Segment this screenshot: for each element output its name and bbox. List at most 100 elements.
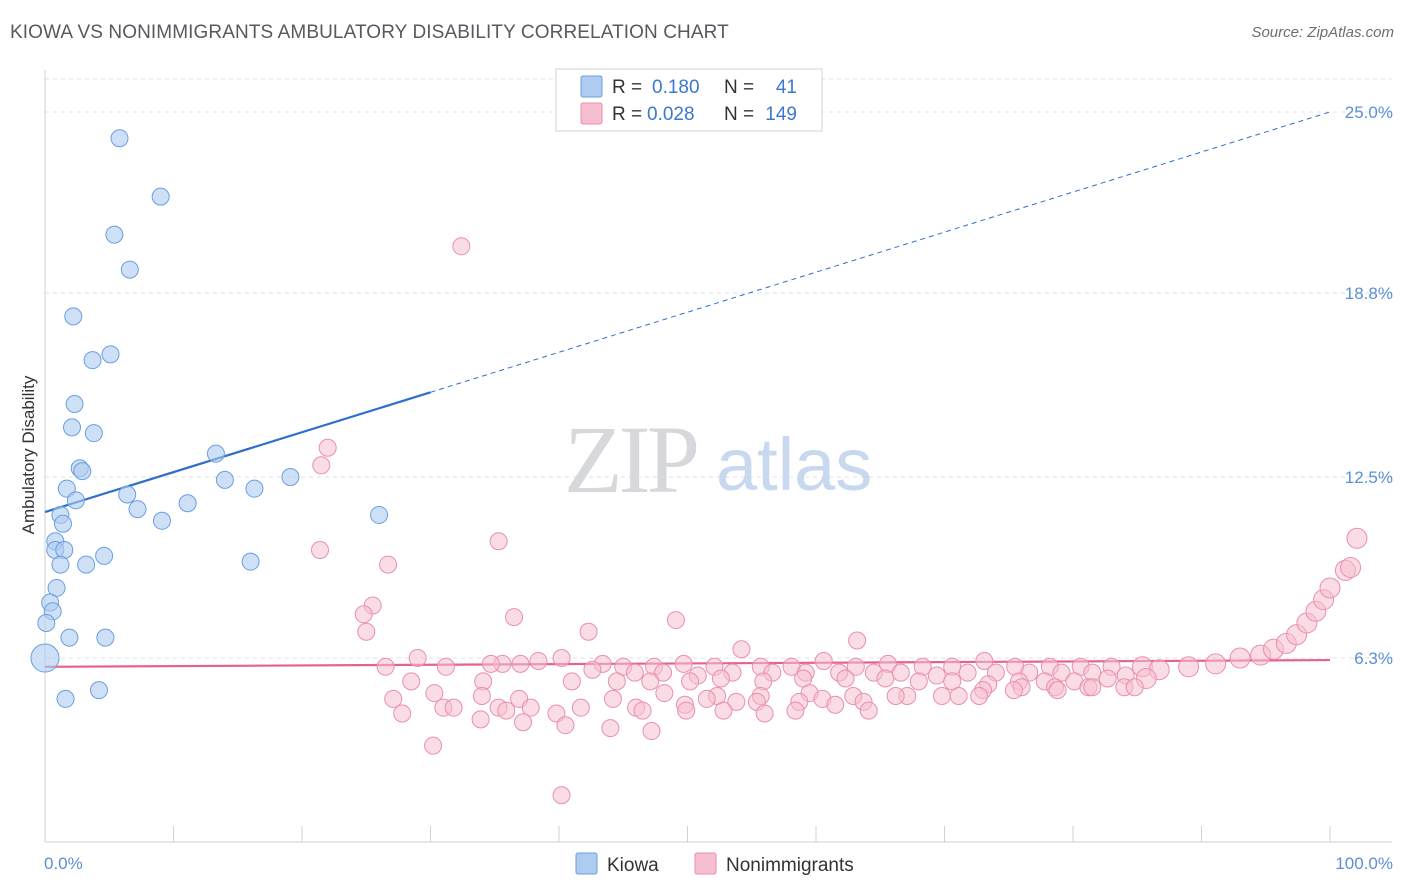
nonimmigrants-point (1083, 678, 1102, 697)
nonimmigrants-point (814, 651, 833, 670)
nonimmigrants-point (633, 701, 652, 720)
bottom-legend-kiowa: Kiowa (607, 855, 659, 876)
nonimmigrants-point (511, 654, 530, 673)
kiowa-point (66, 491, 85, 510)
nonimmigrants-point (932, 686, 951, 705)
nonimmigrants-point (909, 672, 928, 691)
nonimmigrants-point (601, 719, 620, 738)
nonimmigrants-point (312, 456, 331, 475)
nonimmigrants-point (654, 663, 673, 682)
nonimmigrants-point (402, 672, 421, 691)
nonimmigrants-point (408, 649, 427, 668)
nonimmigrants-point (655, 684, 674, 703)
nonimmigrants-point (1346, 527, 1368, 549)
nonimmigrants-point (642, 722, 661, 741)
nonimmigrants-point (1004, 681, 1023, 700)
kiowa-point (89, 681, 108, 700)
kiowa-point (77, 555, 96, 574)
nonimmigrants-point (481, 654, 500, 673)
nonimmigrants-point (393, 704, 412, 723)
kiowa-point (60, 628, 79, 647)
nonimmigrants-point (697, 689, 716, 708)
kiowa-point (73, 462, 92, 481)
legend-non-n-label: N = (724, 104, 754, 125)
nonimmigrants-point (681, 672, 700, 691)
nonimmigrants-point (1319, 577, 1341, 599)
nonimmigrants-point (1340, 557, 1362, 579)
kiowa-point (30, 643, 60, 673)
kiowa-point (241, 552, 260, 571)
kiowa-point (206, 444, 225, 463)
kiowa-point (37, 613, 56, 632)
nonimmigrants-point (1229, 647, 1251, 669)
nonimmigrants-point (376, 657, 395, 676)
legend-swatch-nonimmigrants (580, 102, 603, 125)
kiowa-point (64, 307, 83, 326)
nonimmigrants-point (970, 686, 989, 705)
nonimmigrants-point (836, 669, 855, 688)
nonimmigrants-point (727, 692, 746, 711)
nonimmigrants-point (1125, 678, 1144, 697)
kiowa-point (178, 494, 197, 513)
nonimmigrants-point (425, 684, 444, 703)
watermark: ZIP atlas (564, 406, 872, 513)
kiowa-point (105, 225, 124, 244)
nonimmigrants-point (514, 713, 533, 732)
y-tick-label: 12.5% (1345, 468, 1393, 487)
kiowa-point (281, 467, 300, 486)
nonimmigrants-point (497, 701, 516, 720)
watermark-zip: ZIP (564, 406, 697, 513)
nonimmigrants-point (489, 532, 508, 551)
nonimmigrants-point (444, 698, 463, 717)
kiowa-point (152, 511, 171, 530)
x-tick-label-max: 100.0% (1335, 854, 1393, 873)
nonimmigrants-point (846, 657, 865, 676)
nonimmigrants-point (848, 631, 867, 650)
bottom-legend: Kiowa Nonimmigrants (575, 852, 854, 876)
nonimmigrants-point (641, 672, 660, 691)
y-tick-label: 25.0% (1345, 103, 1393, 122)
source-label: Source: ZipAtlas.com (1251, 24, 1394, 41)
bottom-legend-swatch-kiowa (575, 852, 598, 875)
legend-swatch-kiowa (580, 75, 603, 98)
nonimmigrants-point (379, 555, 398, 574)
nonimmigrants-point (755, 704, 774, 723)
y-tick-label: 6.3% (1354, 649, 1393, 668)
nonimmigrants-point (357, 622, 376, 641)
nonimmigrants-point (786, 701, 805, 720)
grid-lines (45, 78, 1392, 659)
kiowa-point (96, 628, 115, 647)
nonimmigrants-point (876, 669, 895, 688)
nonimmigrants-point (711, 669, 730, 688)
nonimmigrants-point (505, 608, 524, 627)
nonimmigrants-point (521, 698, 540, 717)
nonimmigrants-point (529, 651, 548, 670)
kiowa-point (128, 500, 147, 519)
legend-non-r-label: R = (612, 104, 642, 125)
nonimmigrants-point (472, 686, 491, 705)
nonimmigrants-point (607, 672, 626, 691)
y-axis-title: Ambulatory Disability (19, 375, 38, 534)
kiowa-point (62, 418, 81, 437)
nonimmigrants-point (384, 689, 403, 708)
kiowa-point (83, 351, 102, 370)
nonimmigrants-point (1178, 656, 1200, 678)
nonimmigrants-point (552, 786, 571, 805)
legend-kiowa-r-label: R = (612, 77, 642, 98)
nonimmigrants-point (552, 649, 571, 668)
legend-non-r-value: 0.028 (647, 104, 695, 125)
nonimmigrants-point (625, 663, 644, 682)
nonimmigrants-point (666, 611, 685, 630)
nonimmigrants-point (562, 672, 581, 691)
nonimmigrants-point (556, 716, 575, 735)
x-tick-label-min: 0.0% (44, 854, 83, 873)
kiowa-point (151, 187, 170, 206)
nonimmigrants-point (452, 237, 471, 256)
nonimmigrants-point (859, 701, 878, 720)
kiowa-trend-extension (430, 111, 1331, 393)
nonimmigrants-point (1048, 681, 1067, 700)
kiowa-point (110, 129, 129, 148)
nonimmigrants-point (826, 695, 845, 714)
nonimmigrants-point (310, 540, 329, 559)
nonimmigrants-point (674, 654, 693, 673)
